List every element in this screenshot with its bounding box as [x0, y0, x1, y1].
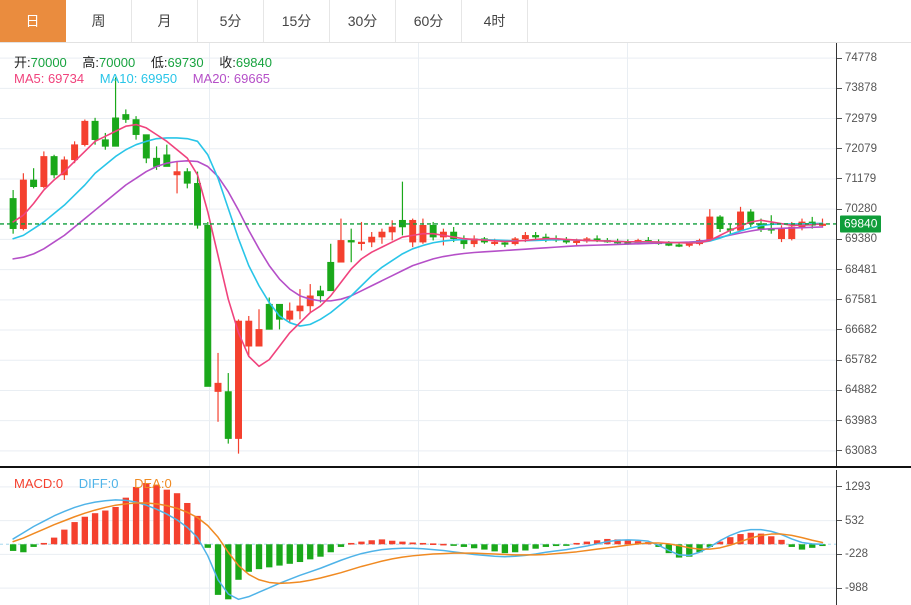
dea-legend-item: DEA:0 — [134, 476, 172, 491]
ma10-legend: MA10: 69950 — [99, 71, 178, 86]
price-axis-tick: 69380 — [837, 233, 877, 245]
ma20-legend: MA20: 69665 — [192, 71, 271, 86]
price-axis-tick: 70280 — [837, 203, 877, 215]
tab-4hour[interactable]: 4时 — [462, 0, 528, 42]
macd-chart-panel[interactable]: 1293 532 -228 -988 — [0, 470, 911, 605]
price-axis-tick: 74778 — [837, 52, 877, 64]
open-value: 70000 — [30, 55, 67, 70]
tab-60min[interactable]: 60分 — [396, 0, 462, 42]
tab-30min[interactable]: 30分 — [330, 0, 396, 42]
current-price-badge: 69840 — [840, 215, 882, 233]
macd-legend: MACD:0 DIFF:0 DEA:0 — [14, 476, 184, 491]
macd-legend-item: MACD:0 — [14, 476, 64, 491]
tabbar-filler — [528, 0, 911, 42]
tab-5min[interactable]: 5分 — [198, 0, 264, 42]
price-axis: 74778 73878 72979 72079 71179 70280 69380 68481… — [836, 43, 911, 466]
macd-axis-tick: 1293 — [837, 481, 871, 493]
macd-axis-tick: -228 — [837, 548, 868, 560]
tab-day[interactable]: 日 — [0, 0, 66, 42]
diff-legend-item: DIFF:0 — [78, 476, 119, 491]
low-label: 低: — [150, 55, 168, 70]
ma5-legend: MA5: 69734 — [14, 71, 85, 86]
close-label: 收: — [219, 55, 236, 70]
timeframe-tabbar[interactable]: 日 周 月 5分 15分 30分 60分 4时 — [0, 0, 911, 43]
macd-axis-tick: -988 — [837, 582, 868, 594]
price-axis-tick: 71179 — [837, 173, 876, 185]
price-axis-tick: 73878 — [837, 82, 877, 94]
tab-week[interactable]: 周 — [66, 0, 132, 42]
tab-15min[interactable]: 15分 — [264, 0, 330, 42]
low-value: 69730 — [167, 55, 204, 70]
price-axis-tick: 65782 — [837, 354, 877, 366]
price-axis-tick: 72079 — [837, 143, 877, 155]
high-label: 高: — [82, 55, 100, 70]
candlestick-svg — [0, 43, 836, 466]
price-plot-area[interactable] — [0, 43, 836, 466]
macd-axis: 1293 532 -228 -988 — [836, 470, 911, 605]
price-chart-panel[interactable]: 74778 73878 72979 72079 71179 70280 69380 68481… — [0, 43, 911, 468]
macd-axis-tick: 532 — [837, 515, 864, 527]
price-axis-tick: 63983 — [837, 415, 877, 427]
price-axis-tick: 66682 — [837, 324, 877, 336]
macd-svg — [0, 470, 836, 605]
ma-legend: MA5: 69734 MA10: 69950 MA20: 69665 — [14, 71, 282, 86]
close-value: 69840 — [235, 55, 272, 70]
price-axis-tick: 72979 — [837, 113, 877, 125]
price-axis-tick: 67581 — [837, 294, 877, 306]
ohlc-legend: 开:70000 高:70000 低:69730 收:69840 — [14, 52, 284, 71]
price-axis-tick: 64882 — [837, 384, 877, 396]
price-axis-tick: 63083 — [837, 445, 877, 457]
macd-plot-area[interactable] — [0, 470, 836, 605]
open-label: 开: — [14, 55, 31, 70]
high-value: 70000 — [99, 55, 136, 70]
tab-month[interactable]: 月 — [132, 0, 198, 42]
price-axis-tick: 68481 — [837, 264, 877, 276]
